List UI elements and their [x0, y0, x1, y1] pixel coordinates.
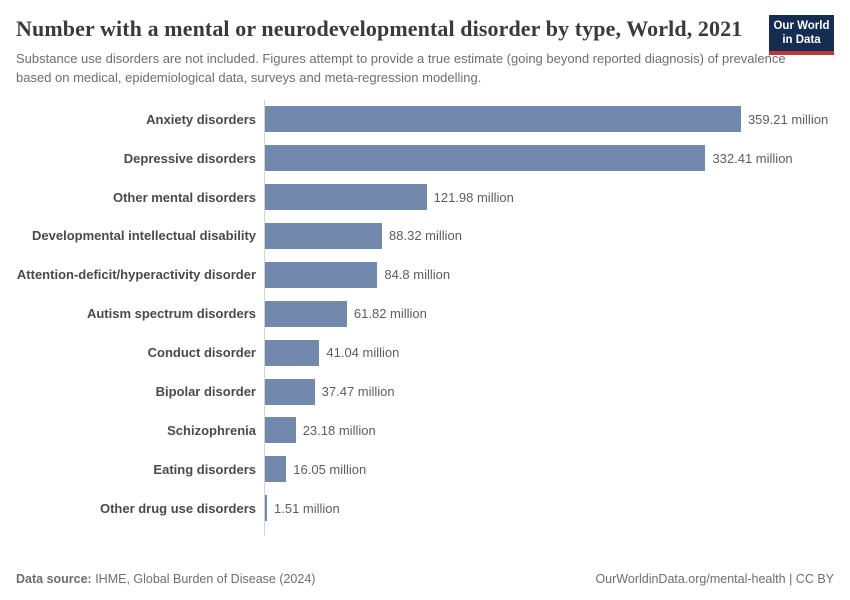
- chart-row: Depressive disorders 332.41 million: [16, 139, 834, 178]
- bar-area: 1.51 million: [264, 495, 834, 522]
- bar-area: 359.21 million: [264, 106, 834, 133]
- category-label: Attention-deficit/hyperactivity disorder: [16, 267, 256, 283]
- bar-area: 61.82 million: [264, 300, 834, 327]
- footer-license: CC BY: [795, 572, 834, 586]
- bar[interactable]: [265, 106, 741, 133]
- category-label: Other drug use disorders: [99, 500, 256, 516]
- chart-header: Number with a mental or neurodevelopment…: [16, 15, 834, 88]
- value-label: 121.98 million: [433, 189, 514, 205]
- bar-area: 41.04 million: [264, 339, 834, 366]
- category-label: Eating disorders: [153, 461, 256, 477]
- bar-area: 121.98 million: [264, 184, 834, 211]
- chart-row: Bipolar disorder 37.47 million: [16, 372, 834, 411]
- bar-area: 88.32 million: [264, 222, 834, 249]
- bar-area: 332.41 million: [264, 145, 834, 172]
- bar[interactable]: [265, 300, 347, 327]
- bar-area: 84.8 million: [264, 261, 834, 288]
- footer-separator: |: [785, 572, 796, 586]
- chart-row: Conduct disorder 41.04 million: [16, 333, 834, 372]
- value-label: 16.05 million: [293, 461, 367, 477]
- bar[interactable]: [265, 339, 320, 366]
- category-label: Anxiety disorders: [146, 111, 256, 127]
- value-label: 41.04 million: [326, 345, 400, 361]
- chart-row: Eating disorders 16.05 million: [16, 450, 834, 489]
- bar-area: 23.18 million: [264, 417, 834, 444]
- value-label: 332.41 million: [712, 150, 793, 166]
- category-label: Other mental disorders: [112, 189, 256, 205]
- value-label: 37.47 million: [321, 384, 395, 400]
- category-label: Schizophrenia: [167, 422, 256, 438]
- chart-row: Other mental disorders 121.98 million: [16, 178, 834, 217]
- value-label: 84.8 million: [384, 267, 451, 283]
- bar[interactable]: [265, 261, 378, 288]
- footer-link[interactable]: OurWorldinData.org/mental-health: [595, 572, 786, 586]
- bar[interactable]: [265, 222, 383, 249]
- category-label: Developmental intellectual disability: [32, 228, 256, 244]
- chart-row: Other drug use disorders 1.51 million: [16, 489, 834, 528]
- y-axis-line: [264, 99, 265, 536]
- chart-subtitle: Substance use disorders are not included…: [16, 51, 786, 85]
- data-source-value: IHME, Global Burden of Disease (2024): [91, 572, 316, 586]
- bar[interactable]: [265, 456, 287, 483]
- bar[interactable]: [265, 184, 427, 211]
- data-source: Data source: IHME, Global Burden of Dise…: [16, 572, 315, 586]
- owid-logo-line2: in Data: [782, 34, 821, 47]
- data-source-label: Data source:: [16, 572, 92, 586]
- bar-area: 37.47 million: [264, 378, 834, 405]
- chart-footer: Data source: IHME, Global Burden of Dise…: [16, 572, 834, 586]
- category-label: Conduct disorder: [147, 345, 256, 361]
- chart-row: Anxiety disorders 359.21 million: [16, 100, 834, 139]
- chart-row: Autism spectrum disorders 61.82 million: [16, 294, 834, 333]
- category-label: Autism spectrum disorders: [86, 306, 256, 322]
- value-label: 1.51 million: [274, 500, 340, 516]
- chart-row: Schizophrenia 23.18 million: [16, 411, 834, 450]
- bar-chart: Anxiety disorders 359.21 million Depressiv…: [16, 99, 834, 536]
- bar[interactable]: [265, 495, 267, 522]
- chart-title: Number with a mental or neurodevelopment…: [16, 16, 743, 41]
- category-label: Bipolar disorder: [155, 384, 256, 400]
- value-label: 359.21 million: [747, 111, 829, 127]
- category-label: Depressive disorders: [123, 150, 256, 166]
- bar[interactable]: [265, 417, 296, 444]
- owid-logo-line1: Our World: [773, 20, 830, 32]
- chart-row: Attention-deficit/hyperactivity disorder…: [16, 255, 834, 294]
- bar-area: 16.05 million: [264, 456, 834, 483]
- value-label: 23.18 million: [302, 422, 376, 438]
- owid-logo: Our World in Data: [769, 15, 834, 55]
- value-label: 88.32 million: [389, 228, 463, 244]
- chart-row: Developmental intellectual disability 88.…: [16, 217, 834, 256]
- value-label: 61.82 million: [353, 306, 427, 322]
- footer-credit: OurWorldinData.org/mental-health | CC BY: [595, 572, 834, 586]
- bar[interactable]: [265, 145, 706, 172]
- bar[interactable]: [265, 378, 315, 405]
